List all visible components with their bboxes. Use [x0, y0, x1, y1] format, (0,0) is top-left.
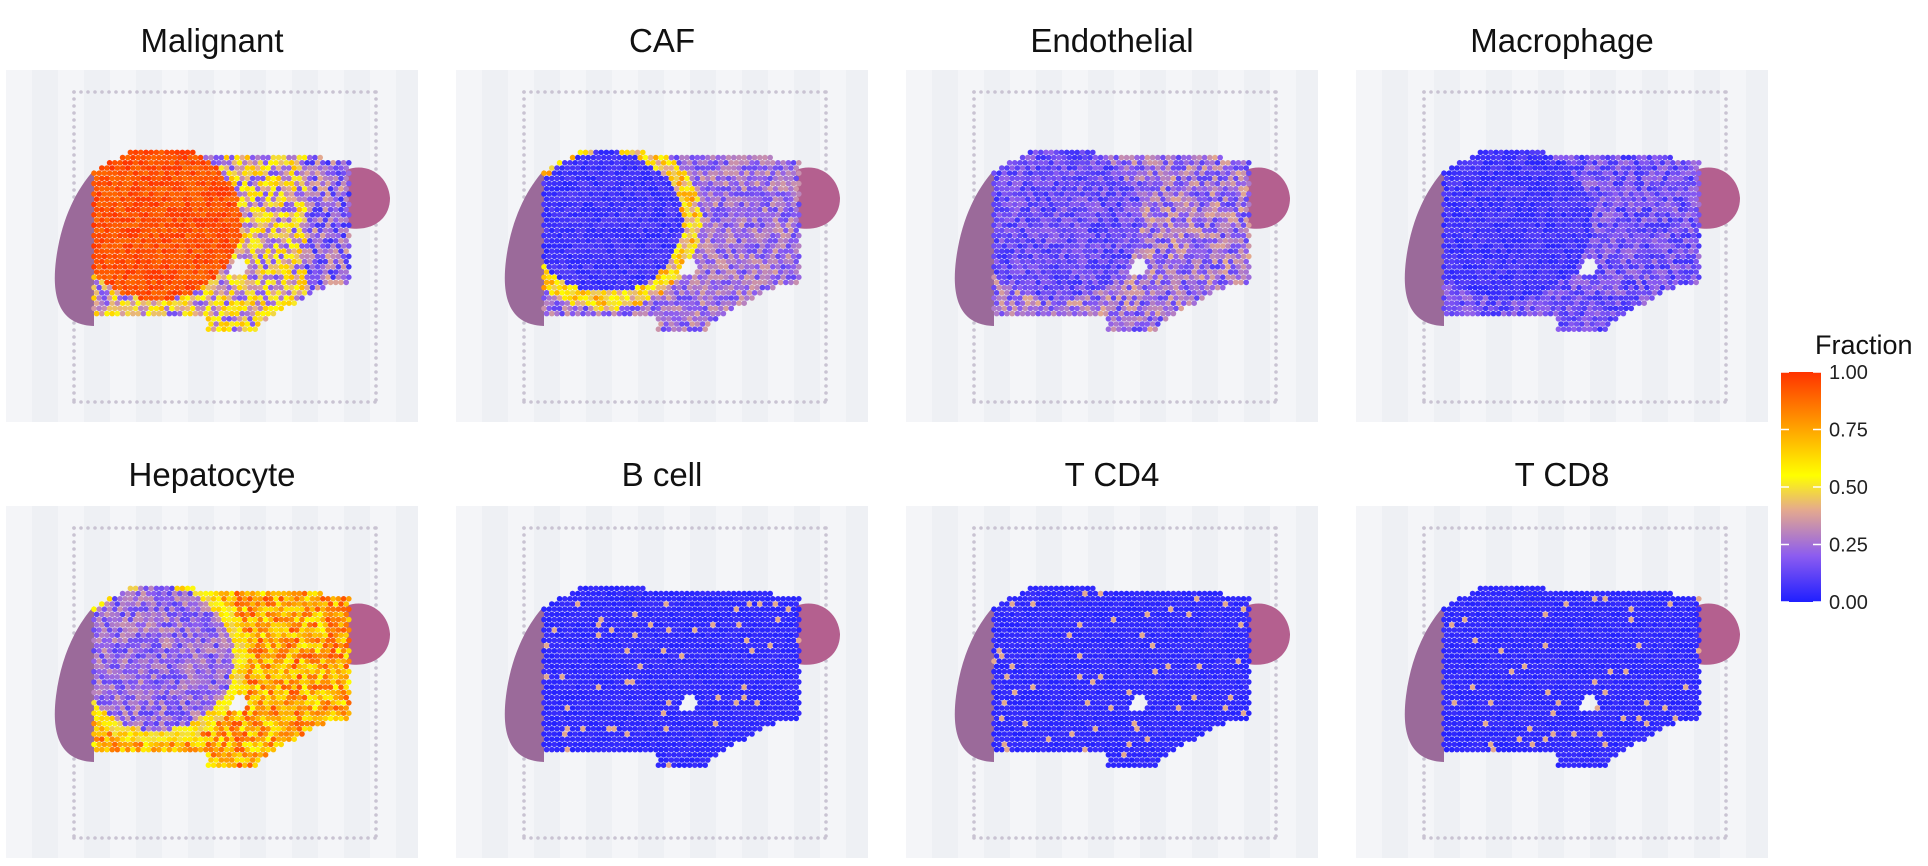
slide-stripe — [1270, 70, 1296, 422]
tissue-right-lobe — [796, 167, 840, 229]
panel-title: T CD4 — [1065, 456, 1160, 493]
tissue-right-lobe — [346, 167, 390, 229]
panel-macrophage: Macrophage — [1356, 22, 1768, 422]
legend-tick-label: 0.50 — [1829, 477, 1868, 499]
legend-tick-label: 0.75 — [1829, 420, 1868, 442]
slide-stripe — [1270, 506, 1296, 858]
panel-caf: CAF — [456, 22, 868, 422]
tissue-right-lobe — [1696, 167, 1740, 229]
legend-title: Fraction — [1815, 330, 1913, 360]
legend-tick-label: 0.25 — [1829, 535, 1868, 557]
legend-tick-label: 1.00 — [1829, 362, 1868, 384]
tissue-left-edge — [1404, 170, 1444, 326]
tissue-left-edge — [54, 170, 94, 326]
panel-title: Macrophage — [1470, 22, 1653, 59]
panel-hepatocyte: Hepatocyte — [6, 456, 418, 858]
slide-stripe — [820, 70, 846, 422]
legend-ticks: 1.00 0.75 0.50 0.25 0.00 — [1781, 362, 1868, 614]
tissue-left-edge — [1404, 606, 1444, 762]
slide-stripe — [1356, 506, 1382, 858]
tissue-right-lobe — [1246, 167, 1290, 229]
spot-layer — [991, 585, 1252, 768]
tissue-right-lobe — [346, 603, 390, 665]
panel-title: Malignant — [140, 22, 283, 59]
panel-t-cd4: T CD4 — [906, 456, 1318, 858]
panel-b-cell: B cell — [456, 456, 868, 858]
slide-stripe — [1356, 70, 1382, 422]
fiducial-frame — [72, 90, 378, 404]
tissue-left-edge — [54, 606, 94, 762]
slide-stripe — [6, 506, 32, 858]
legend: Fraction 1.00 0.75 0.50 0.25 0.00 — [1781, 330, 1913, 614]
fiducial-frame — [1422, 526, 1728, 840]
slide-stripe — [6, 70, 32, 422]
slide-stripe — [456, 506, 482, 858]
tissue-left-edge — [954, 606, 994, 762]
panel-title: CAF — [629, 22, 695, 59]
panel-grid: Malignant CAF Endothelial Macrophage Hepatoc… — [6, 22, 1768, 858]
tissue-right-lobe — [796, 603, 840, 665]
panel-endothelial: Endothelial — [906, 22, 1318, 422]
tissue-right-lobe — [1246, 603, 1290, 665]
slide-stripe — [370, 506, 396, 858]
panel-malignant: Malignant — [6, 22, 418, 422]
slide-stripe — [1720, 506, 1746, 858]
slide-stripe — [456, 70, 482, 422]
slide-stripe — [906, 506, 932, 858]
panel-title: T CD8 — [1515, 456, 1610, 493]
slide-stripe — [906, 70, 932, 422]
slide-stripe — [820, 506, 846, 858]
spot-layer — [1441, 149, 1702, 333]
tissue-left-edge — [954, 170, 994, 326]
tissue-left-edge — [504, 170, 544, 326]
spot-layer — [541, 585, 802, 768]
spot-layer — [91, 149, 352, 333]
tissue-right-lobe — [1696, 603, 1740, 665]
slide-stripe — [370, 70, 396, 422]
tissue-left-edge — [504, 606, 544, 762]
panel-t-cd8: T CD8 — [1356, 456, 1768, 858]
slide-stripe — [1720, 70, 1746, 422]
legend-tick-label: 0.00 — [1829, 592, 1868, 614]
spot-layer — [91, 585, 352, 768]
panel-title: Endothelial — [1030, 22, 1193, 59]
spot-layer — [1441, 585, 1702, 768]
panel-title: Hepatocyte — [129, 456, 296, 493]
spot-layer — [541, 149, 802, 333]
panel-title: B cell — [622, 456, 703, 493]
spot-layer — [991, 149, 1252, 333]
